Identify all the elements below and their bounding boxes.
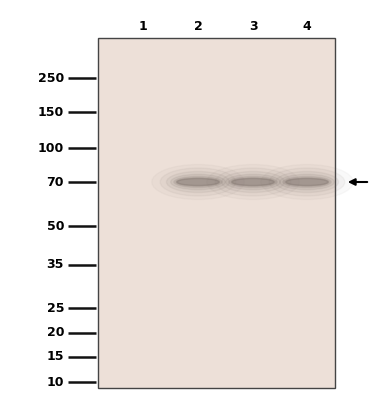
Ellipse shape [221,172,285,192]
Ellipse shape [167,172,229,192]
Text: 150: 150 [38,106,64,118]
Text: 4: 4 [303,20,311,32]
Ellipse shape [160,168,236,196]
Ellipse shape [176,178,220,186]
Ellipse shape [226,174,280,190]
Ellipse shape [171,174,225,190]
Ellipse shape [229,176,277,188]
Text: 50: 50 [46,220,64,232]
Text: 2: 2 [194,20,202,32]
Ellipse shape [231,178,275,186]
Ellipse shape [280,174,334,190]
Ellipse shape [283,176,331,188]
Bar [98,38,335,388]
Ellipse shape [275,172,339,192]
Text: 100: 100 [38,142,64,154]
Text: 10: 10 [46,376,64,388]
Text: 3: 3 [249,20,257,32]
Ellipse shape [285,178,329,186]
Ellipse shape [286,178,328,186]
Text: 250: 250 [38,72,64,84]
Ellipse shape [174,176,222,188]
Text: 25: 25 [46,302,64,314]
Text: 35: 35 [47,258,64,272]
Text: 70: 70 [46,176,64,188]
Ellipse shape [215,168,291,196]
Ellipse shape [269,168,345,196]
Ellipse shape [232,178,274,186]
Text: 20: 20 [46,326,64,340]
Text: 15: 15 [46,350,64,364]
Ellipse shape [177,178,219,186]
Text: 1: 1 [139,20,147,32]
